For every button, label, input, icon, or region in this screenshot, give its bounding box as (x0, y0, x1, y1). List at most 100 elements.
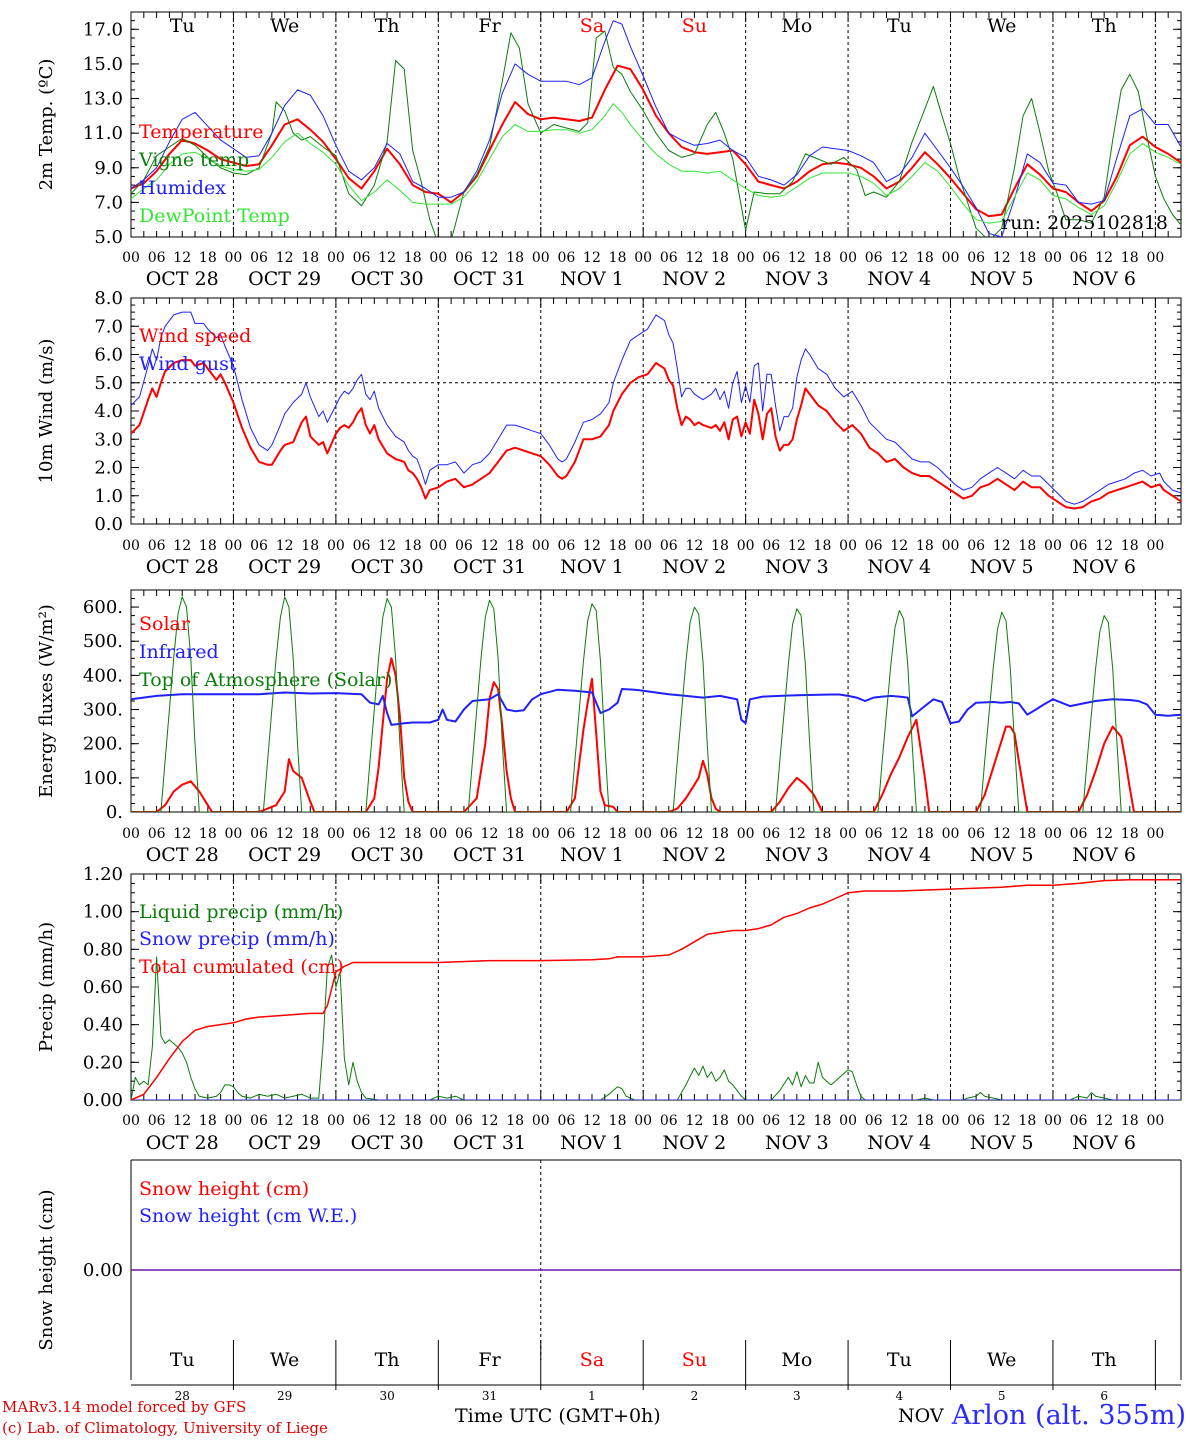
y-tick-label: 7.0 (94, 316, 123, 337)
date-label: NOV 5 (970, 556, 1034, 578)
y-tick-label: 1.00 (83, 902, 123, 923)
hour-label: 18 (1121, 826, 1139, 842)
date-label: OCT 30 (351, 844, 424, 866)
date-label: NOV 2 (663, 268, 727, 290)
hour-label: 12 (788, 826, 806, 842)
precip-y-label: Precip (mm/h) (36, 922, 57, 1052)
series-total-cumulated-cm (131, 878, 1181, 1100)
legend-entry: Snow height (cm W.E.) (139, 1205, 357, 1227)
run-annotation: run: 2025102818 (1001, 212, 1168, 234)
weekday-label: We (270, 15, 299, 37)
y-tick-label: 1.20 (83, 864, 123, 885)
hour-label: 06 (250, 538, 268, 554)
y-tick-label: 0.20 (83, 1052, 123, 1073)
legend-entry: Snow height (cm) (139, 1178, 309, 1200)
date-label: NOV 4 (867, 556, 931, 578)
day-number-label: 31 (482, 1389, 497, 1403)
hour-label: 18 (814, 250, 832, 266)
hour-label: 18 (916, 538, 934, 554)
y-tick-label: 0.80 (83, 939, 123, 960)
hour-label: 18 (301, 826, 319, 842)
hour-label: 06 (1070, 826, 1088, 842)
date-label: NOV 2 (663, 556, 727, 578)
hour-label: 00 (942, 1113, 960, 1129)
y-tick-label: 4.0 (94, 401, 123, 422)
hour-label: 12 (481, 826, 499, 842)
date-label: NOV 3 (765, 844, 829, 866)
flux-y-label: Energy fluxes (W/m²) (36, 604, 57, 798)
hour-label: 12 (583, 538, 601, 554)
hour-label: 06 (865, 538, 883, 554)
hour-label: 12 (583, 826, 601, 842)
weekday-label: Th (375, 15, 400, 37)
legend-entry: Temperature (139, 121, 263, 143)
hour-label: 12 (583, 250, 601, 266)
hour-label: 00 (122, 1113, 140, 1129)
hour-label: 00 (942, 826, 960, 842)
hour-label: 12 (276, 1113, 294, 1129)
hour-label: 00 (737, 1113, 755, 1129)
hour-label: 18 (1018, 250, 1036, 266)
y-tick-label: 1.0 (94, 486, 123, 507)
flux-frame (130, 589, 1182, 813)
day-number-label: 28 (175, 1389, 190, 1403)
hour-label: 18 (814, 826, 832, 842)
hour-label: 18 (916, 1113, 934, 1129)
hour-label: 18 (1121, 538, 1139, 554)
hour-label: 00 (122, 250, 140, 266)
date-label: NOV 2 (663, 844, 727, 866)
y-tick-label: 8.0 (94, 288, 123, 309)
model-credit: MARv3.14 model forced by GFS (2, 1398, 247, 1416)
weekday-label: Th (1092, 15, 1117, 37)
hour-label: 00 (429, 1113, 447, 1129)
legend-entry: Vigne temp (138, 149, 249, 171)
hour-label: 00 (1044, 1113, 1062, 1129)
hour-label: 00 (634, 826, 652, 842)
hour-label: 00 (225, 250, 243, 266)
hour-label: 18 (711, 250, 729, 266)
date-label: NOV 6 (1072, 1132, 1136, 1154)
hour-label: 06 (353, 538, 371, 554)
hour-label: 18 (404, 538, 422, 554)
weekday-label: Th (1092, 1349, 1117, 1371)
hour-label: 00 (839, 1113, 857, 1129)
series-humidex (131, 20, 1181, 237)
hour-label: 12 (890, 250, 908, 266)
hour-label: 12 (276, 826, 294, 842)
hour-label: 18 (609, 1113, 627, 1129)
date-label: OCT 29 (248, 1132, 321, 1154)
hour-label: 06 (250, 826, 268, 842)
y-tick-label: 300. (83, 700, 123, 721)
hour-label: 18 (609, 826, 627, 842)
hour-label: 18 (1121, 250, 1139, 266)
hour-label: 00 (839, 250, 857, 266)
day-number-label: 29 (277, 1389, 292, 1403)
hour-label: 18 (301, 538, 319, 554)
day-number-label: 6 (1100, 1389, 1108, 1403)
hour-label: 12 (993, 250, 1011, 266)
date-label: NOV 1 (560, 1132, 624, 1154)
hour-label: 12 (378, 538, 396, 554)
series-liquid-precip-mm-h (131, 954, 1181, 1100)
hour-label: 06 (865, 826, 883, 842)
hour-label: 06 (660, 826, 678, 842)
hour-label: 00 (532, 538, 550, 554)
hour-label: 00 (327, 826, 345, 842)
date-label: OCT 29 (248, 268, 321, 290)
hour-label: 06 (967, 538, 985, 554)
x-axis-title: Time UTC (GMT+0h) (455, 1405, 661, 1427)
weekday-label: Su (682, 15, 707, 37)
hour-label: 00 (225, 826, 243, 842)
hour-label: 00 (1044, 826, 1062, 842)
y-tick-label: 15.0 (83, 54, 123, 75)
hour-label: 12 (173, 250, 191, 266)
hour-label: 18 (916, 826, 934, 842)
y-tick-label: 11.0 (83, 123, 123, 144)
hour-label: 00 (942, 538, 960, 554)
wind-y-label: 10m Wind (m/s) (36, 339, 57, 484)
series-wind-gust (131, 311, 1181, 505)
date-label: NOV 1 (560, 844, 624, 866)
snow-panel: 0.00 Snow height (cm) Snow height (cm) Snow… (36, 1159, 1182, 1403)
hour-label: 06 (1070, 250, 1088, 266)
hour-label: 06 (762, 826, 780, 842)
